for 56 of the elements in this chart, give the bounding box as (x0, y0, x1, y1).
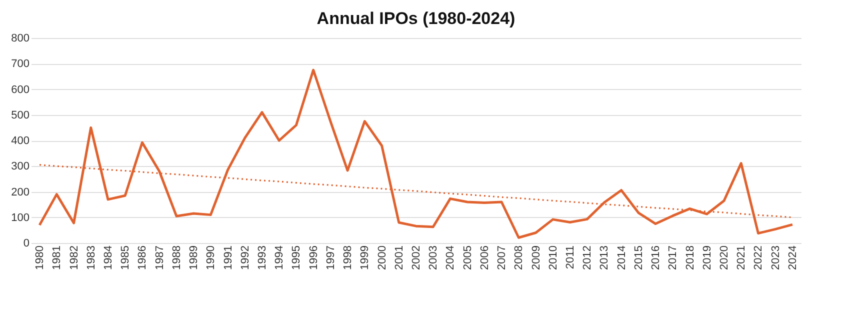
x-tick-label: 2022 (752, 246, 765, 270)
x-tick-label: 2013 (598, 246, 611, 270)
x-tick-label: 2008 (513, 246, 526, 270)
x-tick-label: 1997 (324, 246, 337, 270)
x-tick-label: 2004 (444, 246, 457, 270)
x-tick-label: 1990 (205, 246, 218, 270)
x-tick-label: 1980 (34, 246, 46, 270)
y-tick-label: 0 (23, 238, 30, 250)
y-tick-label: 100 (11, 212, 30, 224)
x-tick-label: 2023 (770, 246, 782, 270)
x-tick-label: 2018 (684, 246, 696, 270)
y-tick-label: 400 (11, 135, 30, 147)
x-tick-label: 2017 (667, 246, 680, 270)
y-tick-label: 500 (11, 109, 30, 122)
y-tick-label: 200 (11, 186, 30, 198)
x-tick-label: 2021 (736, 246, 748, 270)
x-tick-label: 1982 (68, 246, 80, 270)
x-tick-label: 2014 (616, 246, 628, 270)
x-tick-label: 2011 (564, 246, 576, 270)
x-tick-label: 2010 (547, 246, 560, 270)
x-tick-label: 1987 (154, 246, 166, 270)
x-tick-label: 2019 (701, 246, 714, 270)
x-tick-label: 2002 (410, 246, 422, 270)
x-tick-label: 1981 (51, 246, 64, 270)
x-tick-label: 1994 (274, 246, 286, 270)
y-tick-label: 800 (11, 32, 30, 44)
x-tick-label: 1983 (85, 246, 98, 270)
x-tick-label: 2007 (496, 246, 508, 270)
x-tick-label: 2016 (650, 246, 662, 270)
x-tick-label: 1984 (102, 246, 114, 270)
x-tick-label: 1993 (256, 246, 268, 270)
chart-title: Annual IPOs (1980-2024) (316, 9, 516, 28)
y-tick-label: 600 (11, 84, 30, 96)
x-tick-label: 2003 (428, 246, 440, 270)
x-tick-label: 1991 (222, 246, 234, 270)
y-tick-label: 300 (11, 160, 30, 173)
x-tick-label: 1999 (359, 246, 372, 270)
x-tick-label: 1992 (239, 246, 252, 270)
x-tick-label: 1985 (120, 246, 132, 270)
x-tick-label: 2009 (530, 246, 542, 270)
x-tick-label: 2012 (582, 246, 594, 270)
x-tick-label: 1988 (170, 246, 183, 270)
x-tick-label: 1989 (188, 246, 200, 270)
x-tick-label: 1998 (342, 246, 354, 270)
x-tick-label: 2006 (478, 246, 491, 270)
x-tick-label: 1995 (290, 246, 303, 270)
x-tick-label: 2020 (718, 246, 730, 270)
x-tick-label: 2015 (632, 246, 645, 270)
x-tick-label: 1996 (308, 246, 320, 270)
y-tick-label: 700 (11, 58, 30, 70)
x-tick-label: 1986 (136, 246, 149, 270)
x-tick-label: 2005 (462, 246, 474, 270)
x-tick-label: 2001 (393, 246, 406, 270)
line-series (38, 68, 794, 239)
x-tick-label: 2024 (786, 246, 799, 270)
x-tick-label: 2000 (376, 246, 388, 270)
